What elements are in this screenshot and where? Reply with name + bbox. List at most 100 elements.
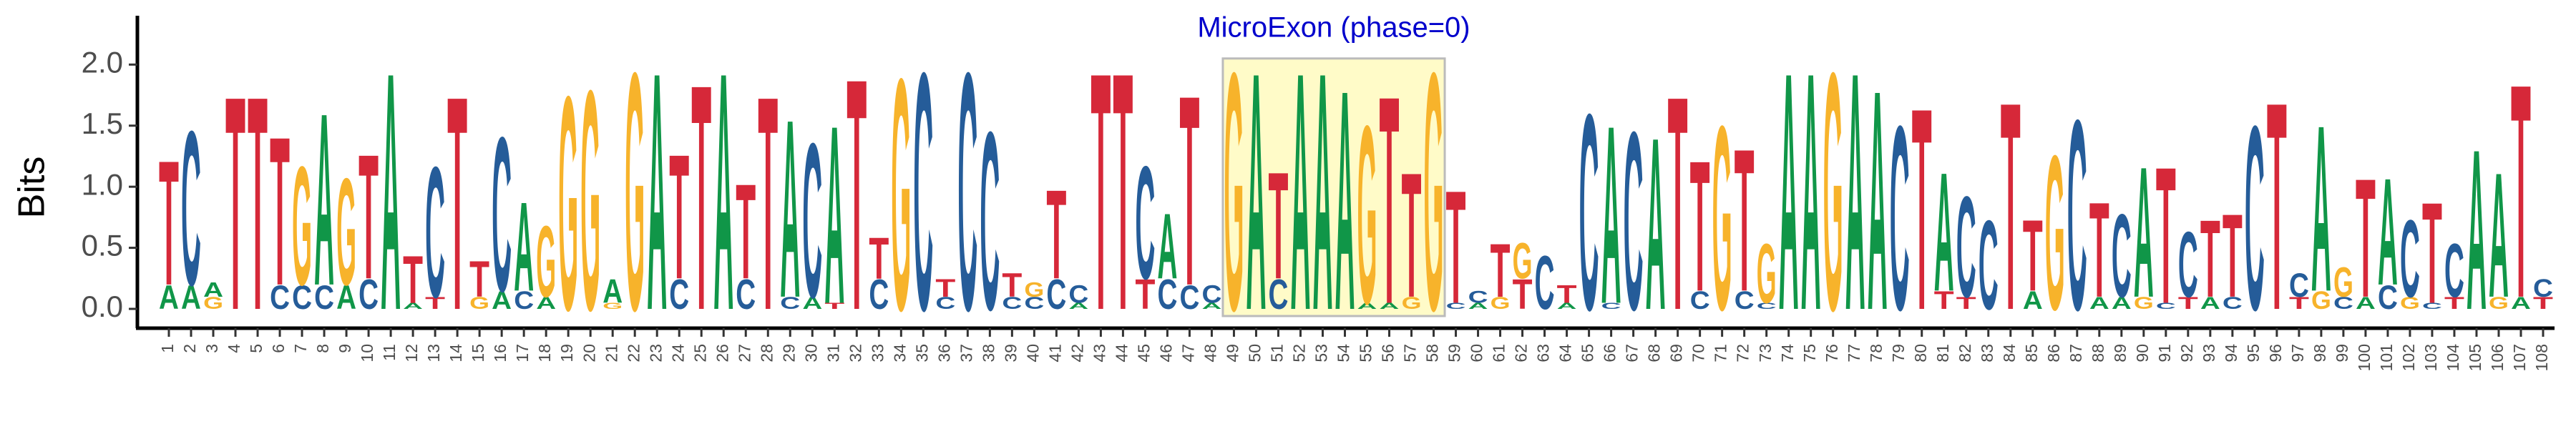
- letter: T: [1046, 164, 1066, 306]
- letter: A: [1246, 3, 1267, 382]
- letter: T: [2200, 197, 2220, 320]
- letter-glyph: T: [2023, 199, 2043, 312]
- letter: C: [1135, 133, 1155, 313]
- letter-glyph: C: [2533, 275, 2553, 303]
- letter: T: [2289, 293, 2309, 312]
- letter: T: [847, 10, 867, 380]
- letter: T: [1934, 287, 1954, 315]
- x-tick-label: 52: [1290, 344, 1309, 363]
- letter-glyph: A: [203, 279, 223, 301]
- letter: A: [2511, 293, 2531, 312]
- letter: T: [1002, 267, 1022, 305]
- letter-glyph: C: [1135, 133, 1155, 313]
- letter: C: [1068, 280, 1088, 309]
- x-tick-label: 77: [1845, 344, 1863, 363]
- letter: A: [2112, 293, 2132, 312]
- x-tick-label: 10: [358, 344, 376, 363]
- letter: C: [1046, 270, 1066, 318]
- letter: T: [1179, 40, 1199, 342]
- letter-glyph: T: [1002, 267, 1022, 305]
- letter-glyph: C: [1757, 302, 1777, 311]
- letter-glyph: C: [957, 3, 977, 382]
- x-tick-label: 27: [735, 344, 753, 363]
- letter: C: [1735, 287, 1755, 315]
- letter-glyph: C: [1068, 280, 1088, 309]
- x-tick-label: 49: [1224, 344, 1242, 363]
- letter-glyph: C: [514, 287, 534, 315]
- letter: A: [536, 293, 556, 312]
- letter: A: [1201, 302, 1221, 311]
- x-tick-label: 97: [2288, 344, 2307, 363]
- x-tick-label: 64: [1556, 344, 1575, 363]
- letter-glyph: A: [1291, 3, 1311, 382]
- letter: T: [824, 302, 844, 311]
- letter: G: [1024, 279, 1044, 301]
- letter-glyph: G: [2489, 293, 2509, 312]
- letter: C: [2067, 64, 2087, 367]
- letter: A: [2134, 128, 2154, 337]
- letter-glyph: C: [1157, 270, 1177, 318]
- letter: C: [1757, 302, 1777, 311]
- letter-glyph: A: [2112, 293, 2132, 312]
- letter-glyph: G: [203, 293, 223, 312]
- letter: G: [1224, 3, 1244, 382]
- x-tick-label: 30: [801, 344, 820, 363]
- x-tick-label: 18: [535, 344, 554, 363]
- letter-glyph: T: [1113, 3, 1133, 382]
- x-tick-label: 16: [491, 344, 509, 363]
- letter-glyph: A: [1380, 302, 1400, 311]
- x-tick-label: 92: [2177, 344, 2196, 363]
- letter: G: [536, 205, 556, 319]
- letter-glyph: A: [181, 279, 201, 317]
- letter-glyph: A: [159, 279, 179, 317]
- letter: C: [2533, 275, 2553, 303]
- x-tick-label: 9: [336, 344, 354, 353]
- letter: G: [2311, 287, 2331, 315]
- letter: G: [1402, 293, 1422, 312]
- x-tick-label: 81: [1933, 344, 1952, 363]
- letter: C: [1890, 72, 1910, 365]
- letter-glyph: C: [2156, 302, 2176, 311]
- letter-glyph: T: [736, 157, 756, 308]
- letter-glyph: C: [913, 3, 933, 382]
- letter: G: [580, 26, 600, 376]
- letter-glyph: C: [1579, 55, 1599, 368]
- letter: G: [1823, 3, 1843, 382]
- x-tick-label: 61: [1490, 344, 1508, 363]
- x-tick-label: 94: [2222, 344, 2240, 363]
- letter-glyph: G: [1424, 3, 1444, 382]
- x-tick-label: 15: [469, 344, 487, 363]
- letter: C: [2444, 229, 2464, 314]
- letter: A: [2023, 287, 2043, 315]
- letter-glyph: C: [780, 293, 800, 312]
- letter: G: [1491, 293, 1511, 312]
- letter-glyph: G: [602, 302, 623, 311]
- letter: G: [891, 10, 911, 380]
- letter: G: [1424, 3, 1444, 382]
- letter: A: [314, 61, 334, 337]
- x-tick-label: 66: [1601, 344, 1619, 363]
- letter-glyph: C: [1446, 302, 1466, 311]
- highlight-box: [1221, 57, 1446, 317]
- letter: A: [1934, 138, 1954, 327]
- letter: G: [2489, 293, 2509, 312]
- x-tick-label: 79: [1889, 344, 1908, 363]
- letter: C: [2400, 197, 2420, 320]
- x-tick-label: 96: [2266, 344, 2285, 363]
- letter: T: [159, 123, 179, 322]
- letter: C: [1956, 166, 1976, 327]
- letter: T: [270, 92, 290, 330]
- letter: A: [381, 3, 401, 382]
- letter: C: [2289, 267, 2309, 305]
- letter: A: [1868, 26, 1888, 376]
- letter-glyph: A: [536, 293, 556, 312]
- letter-glyph: T: [1402, 135, 1422, 335]
- x-tick-label: 13: [424, 344, 443, 363]
- letter: C: [736, 270, 756, 318]
- letter: T: [425, 293, 445, 312]
- x-tick-label: 22: [624, 344, 643, 363]
- letter: C: [2378, 279, 2398, 317]
- letter: C: [358, 270, 379, 318]
- letter: A: [203, 279, 223, 301]
